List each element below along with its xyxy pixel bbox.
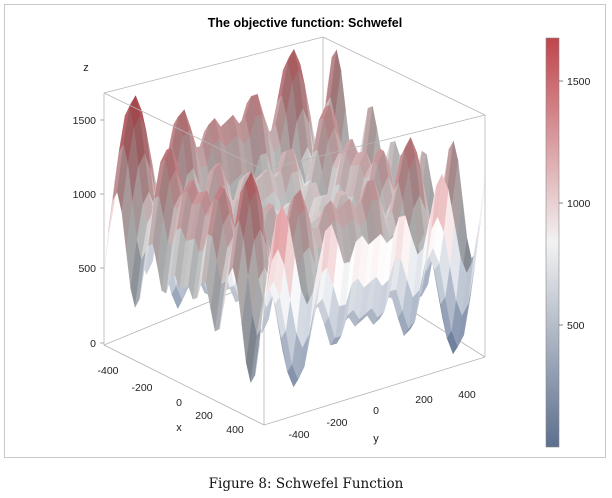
y-tick-label: 400 (458, 389, 476, 401)
plot-box-front-edges (103, 92, 486, 426)
colorbar-tick-label: 500 (567, 320, 585, 332)
y-axis-label: y (373, 433, 379, 445)
y-tick-label: 0 (373, 405, 379, 417)
colorbar-tick-label: 1500 (567, 76, 591, 88)
box-edge-front-bottom-left (103, 344, 265, 426)
z-axis-label: z (83, 62, 89, 74)
x-tick-label: 400 (226, 424, 244, 436)
z-tick-label: 1000 (73, 189, 97, 201)
box-edge-front-top-right (263, 114, 486, 171)
z-axis: z 1500 1000 500 0 (73, 62, 104, 350)
box-edge-front-bottom-right (263, 356, 486, 426)
x-tick-label: 200 (195, 410, 213, 422)
y-tick-label: -400 (288, 429, 309, 441)
z-tick-label: 0 (90, 338, 96, 350)
colorbar-gradient (545, 37, 560, 448)
chart-title: The objective function: Schwefel (208, 16, 402, 30)
x-tick-label: -400 (97, 365, 118, 377)
z-tick-label: 1500 (73, 115, 97, 127)
box-edge-front-top-left (103, 92, 265, 171)
x-tick-label: 0 (176, 397, 182, 409)
box-edge-back-top-left (103, 36, 324, 94)
x-axis-label: x (176, 422, 182, 434)
y-tick-label: 200 (415, 394, 433, 406)
figure-caption: Figure 8: Schwefel Function (208, 476, 404, 492)
y-axis: -400 -200 0 200 400 y (288, 389, 475, 445)
y-tick-label: -200 (326, 417, 347, 429)
schwefel-surface-chart: The objective function: Schwefel z 1500 … (73, 16, 591, 448)
colorbar-tick-label: 1000 (567, 198, 591, 210)
box-edge-back-top-right (322, 36, 486, 116)
x-axis: -400 -200 0 200 400 x (97, 365, 243, 436)
surface-mesh (103, 48, 486, 388)
z-tick-label: 500 (78, 263, 96, 275)
x-tick-label: -200 (131, 382, 152, 394)
colorbar: 500 1000 1500 (545, 37, 591, 448)
